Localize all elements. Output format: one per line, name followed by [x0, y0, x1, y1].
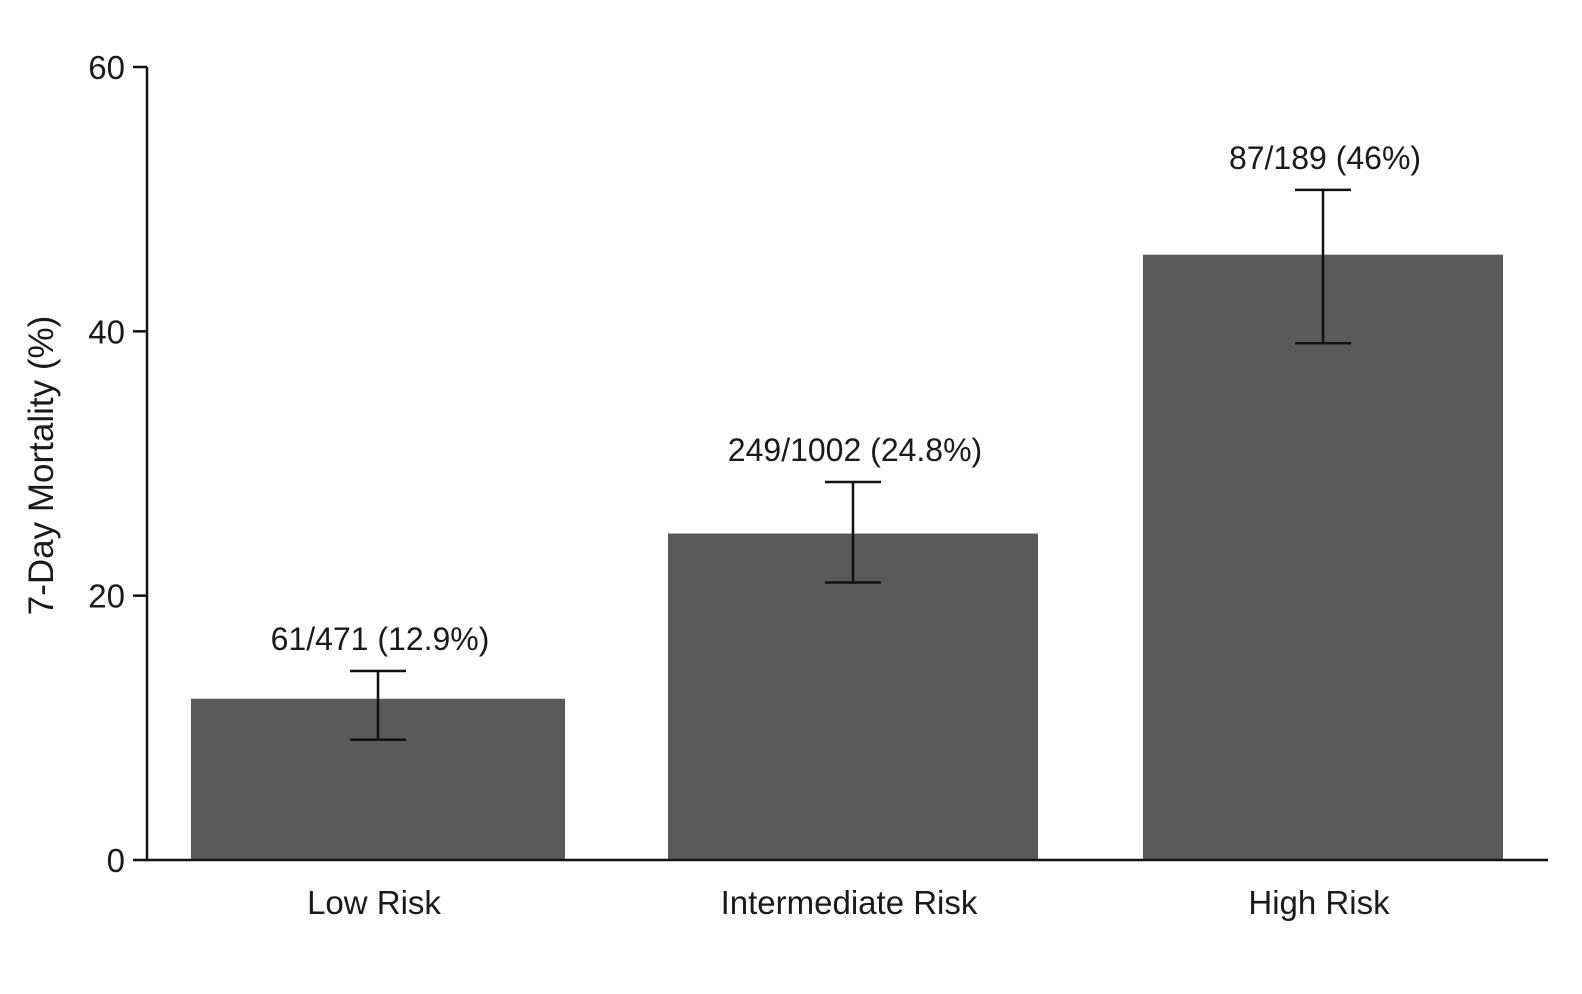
bar-data-label: 249/1002 (24.8%): [728, 432, 982, 468]
y-tick-label: 20: [88, 578, 125, 615]
bar-data-label: 87/189 (46%): [1229, 140, 1421, 176]
y-axis-title: 7-Day Mortality (%): [22, 316, 61, 615]
x-category-label: Low Risk: [307, 884, 441, 921]
x-category-label: High Risk: [1248, 884, 1390, 921]
bar: [668, 533, 1038, 860]
error-bar: [825, 480, 881, 584]
bars-layer: [191, 254, 1503, 861]
bar-data-label: 61/471 (12.9%): [271, 621, 490, 657]
error-bars-layer: [350, 188, 1351, 741]
bar: [1143, 254, 1503, 861]
data-labels-layer: 61/471 (12.9%) 249/1002 (24.8%) 87/189 (46…: [271, 140, 1421, 657]
x-category-labels: Low Risk Intermediate Risk High Risk: [307, 884, 1390, 921]
y-tick-label: 0: [107, 842, 125, 879]
y-ticks-layer: 0 20 40 60: [88, 49, 147, 879]
y-tick-label: 60: [88, 49, 125, 86]
x-category-label: Intermediate Risk: [721, 884, 978, 921]
axes-layer: [145, 67, 1548, 862]
error-bar: [1295, 188, 1351, 345]
y-tick-label: 40: [88, 313, 125, 350]
error-bar: [350, 669, 406, 741]
